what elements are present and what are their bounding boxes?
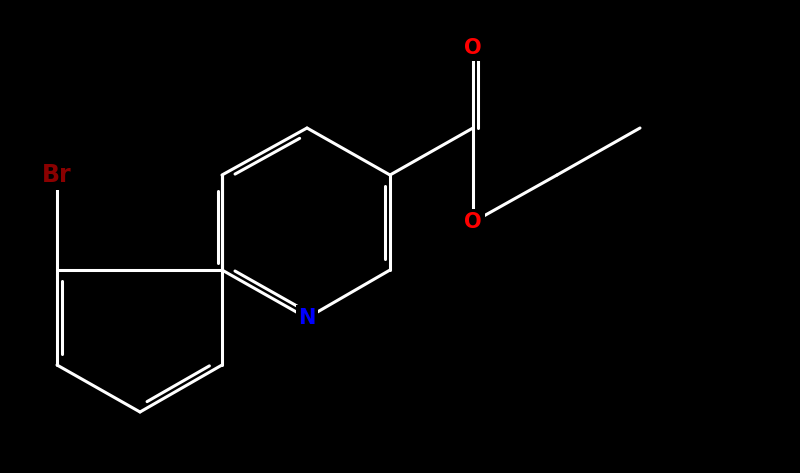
Text: N: N	[298, 308, 316, 328]
Text: Br: Br	[42, 163, 72, 187]
Text: O: O	[464, 38, 482, 58]
Text: O: O	[464, 212, 482, 232]
